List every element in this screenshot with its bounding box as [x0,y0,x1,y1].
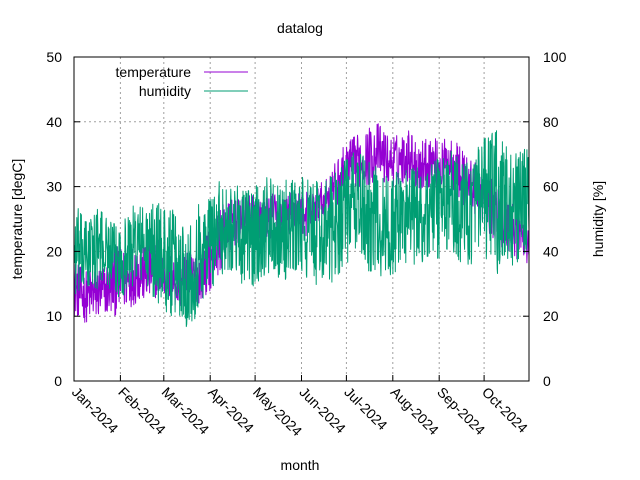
right-tick-label: 100 [543,49,567,65]
right-tick-label: 20 [543,308,559,324]
right-tick-label: 60 [543,179,559,195]
x-tick-label: Mar-2024 [159,384,213,438]
y-axis-label-left: temperature [degC] [9,159,25,280]
left-tick-label: 10 [46,308,62,324]
chart-title: datalog [277,20,323,36]
x-axis-label: month [281,457,320,473]
series-layer [73,123,530,328]
y-axis-label-right: humidity [%] [590,181,606,257]
legend: temperature humidity [116,64,248,99]
left-tick-label: 40 [46,114,62,130]
right-tick-label: 0 [543,373,551,389]
x-tick-label: Jul-2024 [341,384,390,433]
right-tick-label: 40 [543,243,559,259]
legend-label-temperature: temperature [116,64,192,80]
x-tick-label: Jan-2024 [69,384,122,437]
x-tick-label: Apr-2024 [205,384,257,436]
right-tick-label: 80 [543,114,559,130]
left-tick-labels: 0 10 20 30 40 50 [46,49,62,389]
x-tick-label: Sep-2024 [434,384,488,438]
axis-ticks [73,56,529,382]
x-tick-label: Aug-2024 [388,384,442,438]
right-tick-labels: 0 20 40 60 80 100 [543,49,567,389]
left-tick-label: 0 [54,373,62,389]
x-tick-label: May-2024 [250,384,305,439]
series-line-humidity [73,130,530,328]
left-tick-label: 50 [46,49,62,65]
x-tick-labels: Jan-2024Feb-2024Mar-2024Apr-2024May-2024… [69,384,531,439]
left-tick-label: 30 [46,179,62,195]
legend-label-humidity: humidity [139,83,191,99]
left-tick-label: 20 [46,243,62,259]
